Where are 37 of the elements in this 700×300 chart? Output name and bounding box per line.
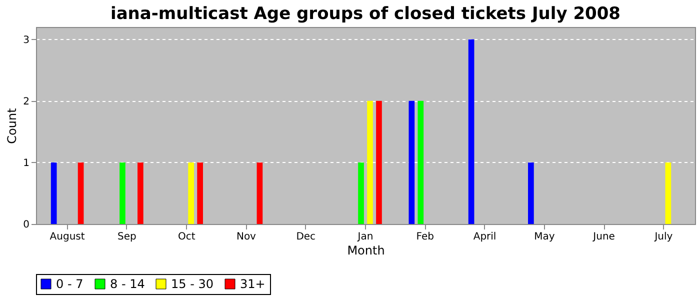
x-tick-label: Nov bbox=[236, 232, 256, 242]
bar bbox=[665, 162, 672, 224]
y-tick-label: 1 bbox=[23, 158, 30, 169]
y-tick-label: 2 bbox=[23, 96, 30, 108]
x-axis-title: Month bbox=[347, 244, 385, 258]
x-tick-label: May bbox=[534, 232, 555, 242]
x-tick-label: June bbox=[592, 232, 615, 242]
x-tick-label: April bbox=[473, 232, 496, 242]
x-tick-label: Dec bbox=[296, 232, 316, 242]
y-tick-label: 0 bbox=[23, 220, 30, 230]
x-tick-label: August bbox=[50, 232, 85, 242]
x-tick-label: Sep bbox=[118, 232, 136, 242]
bar bbox=[367, 100, 373, 224]
bar bbox=[78, 162, 84, 224]
legend-label: 15 - 30 bbox=[171, 277, 214, 291]
bar bbox=[418, 100, 424, 224]
chart-title: iana-multicast Age groups of closed tickets July 2008 bbox=[110, 4, 621, 24]
legend-label: 8 - 14 bbox=[110, 277, 145, 291]
bar bbox=[408, 100, 415, 224]
bar bbox=[197, 162, 203, 224]
x-tick-label: Jan bbox=[356, 232, 374, 242]
legend-label: 0 - 7 bbox=[56, 277, 84, 291]
bar bbox=[138, 162, 144, 224]
x-tick-label: July bbox=[654, 232, 673, 242]
y-tick-label: 3 bbox=[23, 34, 30, 46]
legend-label: 31+ bbox=[240, 277, 266, 291]
y-axis-title: Count bbox=[5, 108, 20, 144]
x-tick-label: Feb bbox=[416, 232, 434, 242]
bar bbox=[528, 162, 534, 224]
bar bbox=[468, 39, 474, 224]
bar bbox=[376, 100, 382, 224]
x-tick-label: Oct bbox=[178, 232, 196, 242]
bar bbox=[50, 162, 57, 224]
bar bbox=[120, 162, 126, 224]
bar bbox=[256, 162, 263, 224]
bar bbox=[358, 162, 364, 224]
bar bbox=[188, 162, 194, 224]
